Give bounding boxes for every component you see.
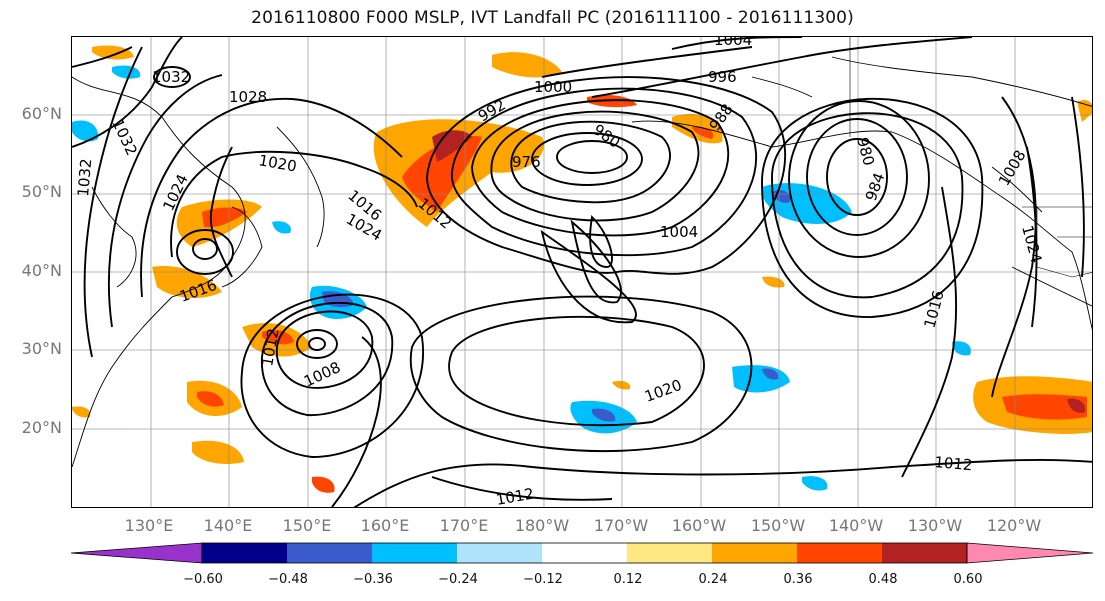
lon-label: 130°W: [907, 516, 963, 535]
colorbar-segment: [372, 543, 457, 563]
contour-label: 976: [512, 153, 541, 171]
colorbar-tick: 0.48: [868, 572, 898, 587]
lon-label: 140°W: [828, 516, 884, 535]
colorbar-segment: [202, 543, 287, 563]
colorbar-tick: −0.60: [183, 572, 223, 587]
lon-label: 170°W: [593, 516, 649, 535]
colorbar: [71, 542, 1094, 564]
contour-label: 1020: [257, 151, 298, 175]
lon-label: 140°E: [203, 516, 253, 535]
contour-label: 1004: [714, 37, 752, 49]
lon-label: 130°E: [124, 516, 174, 535]
map-panel: 1004 1032 996 1028 1000 992 980 988 1032…: [71, 36, 1093, 508]
colorbar-segments: [71, 542, 1094, 564]
colorbar-tick: 0.36: [783, 572, 813, 587]
contour-label: 984: [862, 170, 889, 203]
contour-label: 1032: [74, 158, 95, 198]
contour-label: 1020: [642, 376, 684, 406]
colorbar-outline: [201, 542, 968, 564]
colorbar-extend-min: [71, 542, 203, 564]
contour-label: 1028: [229, 88, 267, 106]
ivt-positive-shading: [72, 45, 1092, 493]
colorbar-tick: −0.36: [353, 572, 393, 587]
lat-label: 30°N: [21, 339, 62, 358]
lon-label: 160°W: [671, 516, 727, 535]
contour-label: 1012: [934, 453, 974, 474]
colorbar-segment: [712, 543, 797, 563]
colorbar-tick: −0.24: [438, 572, 478, 587]
colorbar-tick: 0.12: [613, 572, 643, 587]
contour-label: 1024: [1018, 223, 1045, 265]
colorbar-segment: [797, 543, 882, 563]
colorbar-segment: [287, 543, 372, 563]
map-title: 2016110800 F000 MSLP, IVT Landfall PC (2…: [251, 8, 854, 28]
contour-label: 1032: [108, 116, 140, 158]
contour-label: 1004: [660, 223, 698, 241]
lon-label: 170°E: [439, 516, 489, 535]
colorbar-segment: [627, 543, 712, 563]
map-svg: 1004 1032 996 1028 1000 992 980 988 1032…: [72, 37, 1092, 508]
colorbar-tick: 0.60: [953, 572, 983, 587]
contour-label: 996: [708, 68, 737, 86]
lat-label: 40°N: [21, 261, 62, 280]
lon-label: 150°E: [282, 516, 332, 535]
lon-label: 120°W: [986, 516, 1042, 535]
lat-label: 20°N: [21, 418, 62, 437]
mslp-contours: [72, 37, 1092, 507]
lat-label: 50°N: [21, 182, 62, 201]
colorbar-segment: [457, 543, 542, 563]
lon-label: 150°W: [750, 516, 806, 535]
graticule: [72, 37, 1092, 507]
contour-label: 1032: [152, 68, 190, 86]
colorbar-tick: −0.48: [268, 572, 308, 587]
colorbar-tick: −0.12: [523, 572, 563, 587]
contour-label: 1000: [534, 78, 572, 96]
colorbar-tick: 0.24: [698, 572, 728, 587]
borders: [849, 37, 1092, 278]
contour-label: 980: [853, 135, 878, 167]
contour-label: 992: [475, 96, 509, 126]
colorbar-extend-max: [966, 542, 1094, 564]
lat-label: 60°N: [21, 104, 62, 123]
contour-label: 1008: [995, 147, 1030, 189]
lon-label: 160°E: [360, 516, 410, 535]
contour-label: 1012: [495, 485, 536, 508]
colorbar-segment: [882, 543, 967, 563]
contour-label: 1016: [920, 288, 947, 330]
colorbar-segment: [542, 543, 627, 563]
lon-label: 180°W: [514, 516, 570, 535]
